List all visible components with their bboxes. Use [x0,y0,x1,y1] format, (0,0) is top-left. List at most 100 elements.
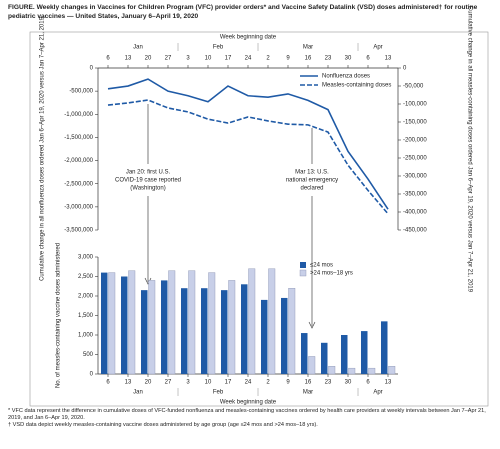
x-tick-label: 24 [245,56,252,62]
frame [29,31,489,407]
bar [148,280,156,375]
legend-swatch [299,269,307,277]
y-tick-label: -300,000 [403,174,427,180]
month-label: Feb [213,390,224,396]
line-series [107,99,389,215]
y-tick-label: -500,000 [69,89,93,95]
x-tick-label: 23 [325,380,332,386]
bar [208,272,216,375]
y-tick-label: -250,000 [403,156,427,162]
x-tick-label: 23 [325,56,332,62]
x-tick-label: 6 [106,56,110,62]
figure-title: FIGURE. Weekly changes in Vaccines for C… [8,4,478,20]
arrows [144,104,316,329]
bar [381,321,388,374]
bar [168,270,176,375]
y-tick-label: -2,000,000 [64,158,93,164]
footnote: † VSD data depict weekly measles-contain… [8,422,318,428]
y-tick-label: -100,000 [403,102,427,108]
y2-axis-title: Cumulative change in all measles-contain… [466,6,472,293]
y-tick-label: -150,000 [403,120,427,126]
y-tick-label: -2,500,000 [64,181,93,187]
y-tick-label: -1,000,000 [64,112,93,118]
x-tick-label: 3 [186,56,190,62]
y-tick-label: -450,000 [403,228,427,234]
bar [241,284,248,374]
x-tick-label: 13 [385,380,392,386]
x-tick-label: 13 [125,380,132,386]
x-tick-label: 6 [106,380,110,386]
y-tick-label: -50,000 [403,84,424,90]
month-label: Jan [133,45,143,51]
bar [268,268,276,375]
bar [348,367,356,375]
bar [201,288,208,374]
y-tick-label: 0 [90,66,94,72]
y-tick-label: -3,500,000 [64,228,93,234]
legend-label: ≤24 mos [310,263,333,269]
annotation: national emergency [286,178,338,184]
annotation: declared [300,186,323,192]
x-tick-label: 16 [305,380,312,386]
bar [221,290,228,374]
y-tick-label: 3,000 [78,255,94,261]
bar [248,268,256,375]
bar [141,290,148,374]
legend-label: >24 mos–18 yrs [310,271,353,277]
x-axis-title: Week beginning date [220,35,277,41]
y-tick-label: -200,000 [403,138,427,144]
annotation: (Washington) [130,186,165,192]
bar [101,272,108,374]
bar [328,366,336,375]
y-axis-title: Cumulative change in all nonfluenza dose… [40,16,46,281]
month-label: Mar [303,45,313,51]
y-tick-label: 1,500 [78,313,94,319]
bar [128,270,136,375]
x-tick-label: 17 [225,56,232,62]
legend-label: Nonfluenza doses [322,74,370,80]
x-tick-label: 10 [205,380,212,386]
x-tick-label: 16 [305,56,312,62]
x-tick-label: 10 [205,56,212,62]
x-tick-label: 3 [186,380,190,386]
x-tick-label: 27 [165,380,172,386]
annotation: Mar 13: U.S. [295,170,329,176]
bar [368,367,376,375]
bar [301,333,308,374]
x-tick-label: 13 [125,56,132,62]
month-label: Mar [303,390,313,396]
x-axis-title: Week beginning date [220,400,277,406]
y-tick-label: -3,000,000 [64,204,93,210]
x-tick-label: 27 [165,56,172,62]
y-tick-label: 0 [90,372,94,378]
y-tick-label: -1,500,000 [64,135,93,141]
legend-label: Measles-containing doses [322,83,391,89]
bar [388,366,396,375]
x-tick-label: 2 [266,56,270,62]
bar [308,356,316,375]
bar [341,335,348,374]
y-tick-label: 2,000 [78,294,94,300]
x-tick-label: 13 [385,56,392,62]
y-axis-title: No. of measles-containing vaccine doses … [56,243,62,388]
x-tick-label: 6 [366,380,370,386]
y-tick-label: -400,000 [403,210,427,216]
bar [161,280,168,374]
x-tick-label: 20 [145,380,152,386]
x-tick-label: 17 [225,380,232,386]
bar [121,276,128,374]
footnote: * VFC data represent the difference in c… [8,408,486,421]
y-tick-label: -350,000 [403,192,427,198]
bar [281,297,288,374]
month-label: Apr [373,45,382,51]
bar [261,299,268,374]
bar [321,342,328,374]
y-tick-label: 2,500 [78,274,94,280]
x-tick-label: 6 [366,56,370,62]
bar [228,280,236,375]
legend-swatch [300,262,306,268]
bar [288,288,296,375]
bar [108,272,116,375]
